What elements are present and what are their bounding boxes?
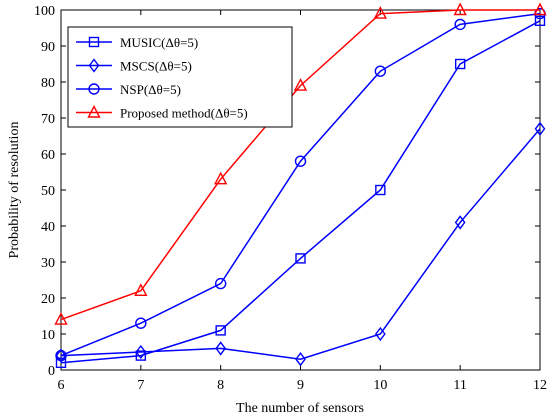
data-point-triangle: [373, 6, 387, 19]
y-tick-label: 50: [41, 184, 55, 199]
data-point-triangle: [453, 2, 467, 16]
data-point-triangle: [54, 312, 68, 325]
x-axis-title: The number of sensors: [236, 401, 364, 416]
data-point-circle: [214, 277, 227, 290]
series-triangle: [54, 2, 547, 325]
series-square: [55, 15, 546, 368]
data-point-circle: [454, 18, 466, 31]
x-tick-label: 7: [137, 378, 144, 393]
y-axis-title: Probability of resolution: [7, 122, 22, 259]
data-point-triangle: [533, 2, 547, 16]
legend-label: Proposed method(Δθ=5): [120, 106, 248, 121]
data-point-circle: [135, 317, 147, 329]
legend-label: NSP(Δθ=5): [120, 82, 181, 97]
series-line: [60, 12, 541, 357]
data-point-diamond: [215, 341, 227, 356]
x-tick-label: 8: [217, 378, 224, 393]
series-diamond: [55, 121, 546, 367]
data-point-circle: [374, 65, 387, 77]
series-line: [60, 20, 541, 364]
y-tick-label: 70: [41, 112, 55, 127]
legend-item: MSCS(Δθ=5): [76, 58, 192, 74]
legend-item: Proposed method(Δθ=5): [76, 104, 248, 121]
data-point-square: [215, 325, 226, 336]
legend: MUSIC(Δθ=5) MSCS(Δθ=5) NSP(Δθ=5) Proposed m…: [67, 26, 293, 128]
data-point-triangle: [214, 171, 228, 185]
y-tick-label: 90: [41, 40, 55, 55]
legend-item: MUSIC(Δθ=5): [76, 35, 198, 50]
series-layer: [54, 2, 547, 368]
legend-item: NSP(Δθ=5): [76, 82, 181, 97]
series-line: [60, 128, 541, 360]
y-tick-label: 20: [41, 292, 55, 307]
legend-marker-diamond: [88, 58, 100, 73]
data-point-square: [135, 350, 147, 361]
y-tick-label: 60: [41, 148, 55, 163]
legend-label: MSCS(Δθ=5): [120, 59, 192, 74]
data-point-square: [295, 253, 306, 264]
x-tick-label: 9: [297, 378, 304, 393]
data-point-triangle: [134, 283, 148, 296]
series-circle: [55, 7, 546, 362]
data-point-diamond: [534, 121, 546, 136]
data-point-diamond: [454, 215, 466, 230]
data-point-square: [454, 58, 466, 70]
data-point-square: [375, 184, 386, 196]
y-tick-label: 30: [41, 256, 55, 271]
series-line: [60, 9, 540, 321]
data-point-diamond: [295, 352, 306, 367]
x-tick-label: 6: [58, 378, 65, 393]
y-tick-label: 40: [41, 220, 55, 235]
y-tick-label: 100: [34, 4, 55, 19]
data-point-circle: [294, 155, 307, 167]
legend-label: MUSIC(Δθ=5): [120, 35, 198, 50]
data-point-circle: [55, 349, 67, 362]
x-tick-label: 12: [533, 378, 547, 393]
y-tick-label: 0: [48, 364, 55, 379]
y-tick-label: 80: [41, 76, 55, 91]
legend-box: [67, 26, 293, 128]
data-point-square: [55, 357, 67, 368]
legend-marker-square: [88, 36, 100, 48]
x-tick-label: 10: [373, 378, 387, 393]
data-point-diamond: [374, 326, 386, 342]
legend-marker-circle: [88, 83, 100, 95]
legend-marker-triangle: [87, 104, 101, 118]
data-point-square: [534, 15, 546, 26]
data-point-diamond: [135, 344, 147, 360]
x-tick-label: 11: [453, 378, 466, 393]
y-tick-label: 10: [41, 328, 55, 343]
data-point-triangle: [293, 78, 308, 91]
